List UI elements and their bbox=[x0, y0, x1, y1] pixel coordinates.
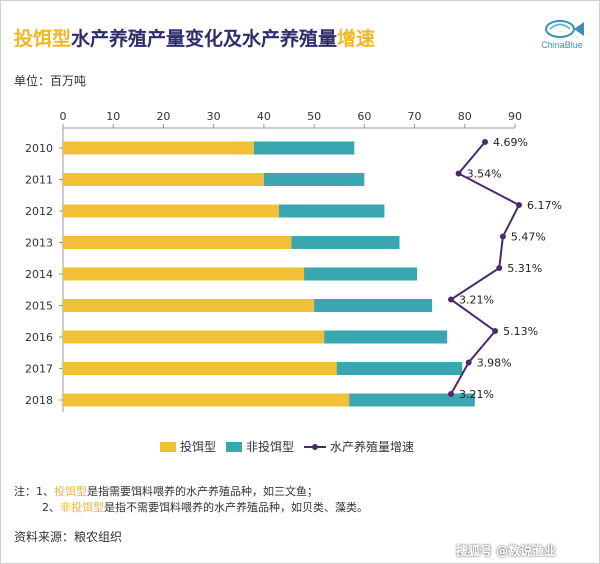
legend-item-growth: 水产养殖量增速 bbox=[304, 438, 414, 455]
title-highlight-1: 投饵型 bbox=[14, 28, 72, 50]
growth-point-2012 bbox=[516, 202, 522, 208]
x-tick-label-2: 20 bbox=[156, 110, 170, 123]
legend-swatch-feed bbox=[160, 441, 176, 452]
bar-feed-2018 bbox=[63, 393, 350, 407]
fish-logo-icon bbox=[545, 20, 584, 38]
x-tick-label-4: 40 bbox=[257, 110, 271, 123]
y-category-label-2: 2012 bbox=[25, 205, 53, 218]
footnote-2-prefix: 2、 bbox=[42, 501, 60, 514]
y-category-label-7: 2017 bbox=[25, 363, 53, 376]
bar-feed-2016 bbox=[63, 330, 325, 344]
legend: 投饵型 非投饵型 水产养殖量增速 bbox=[160, 438, 424, 455]
footnote-1-term: 投饵型 bbox=[54, 485, 87, 498]
y-category-label-8: 2018 bbox=[25, 394, 53, 407]
bar-nonfeed-2016 bbox=[324, 330, 448, 344]
growth-point-2013 bbox=[499, 233, 506, 240]
y-category-label-5: 2015 bbox=[25, 300, 53, 313]
bar-nonfeed-2013 bbox=[291, 236, 400, 249]
bar-nonfeed-2014 bbox=[304, 267, 418, 281]
growth-label-2016: 5.13% bbox=[503, 325, 538, 338]
chinablue-logo bbox=[538, 16, 588, 54]
title-middle: 水产养殖产量变化及水产养殖量 bbox=[71, 28, 338, 50]
bar-feed-2014 bbox=[63, 267, 305, 281]
footnote-1: 注：1、投饵型是指需要饵料喂养的水产养殖品种，如三文鱼； bbox=[14, 484, 368, 500]
bar-nonfeed-2010 bbox=[253, 141, 355, 155]
footnote-1-prefix: 注：1、 bbox=[14, 485, 54, 498]
bar-chart: 0 10 20 30 40 50 60 70 80 90 2010 2011 2012 2013 2014 2… bbox=[25, 110, 562, 412]
legend-item-feed: 投饵型 bbox=[160, 438, 216, 455]
legend-label-feed: 投饵型 bbox=[180, 440, 217, 454]
y-category-label-1: 2011 bbox=[25, 174, 53, 187]
source-note: 资料来源：粮农组织 bbox=[14, 530, 123, 544]
x-tick-label-7: 70 bbox=[408, 110, 422, 123]
growth-label-2017: 3.98% bbox=[477, 357, 512, 370]
footnotes: 注：1、投饵型是指需要饵料喂养的水产养殖品种，如三文鱼； 2、非投饵型是指不需要… bbox=[14, 484, 368, 516]
growth-point-2014 bbox=[496, 265, 503, 271]
bar-nonfeed-2012 bbox=[278, 204, 385, 218]
bar-feed-2012 bbox=[63, 204, 279, 218]
growth-label-2015: 3.21% bbox=[459, 294, 494, 307]
growth-point-2015 bbox=[448, 296, 454, 303]
growth-label-2011: 3.54% bbox=[467, 168, 502, 181]
bar-feed-2010 bbox=[63, 141, 254, 155]
growth-point-2017 bbox=[465, 359, 472, 366]
growth-point-2016 bbox=[492, 328, 499, 334]
y-category-label-3: 2013 bbox=[25, 237, 53, 250]
legend-swatch-nonfeed bbox=[226, 441, 243, 452]
watermark: 搜狐号 @数说渔业 bbox=[456, 544, 557, 558]
bar-nonfeed-2017 bbox=[336, 362, 463, 375]
growth-point-2010 bbox=[482, 139, 488, 145]
bar-feed-2013 bbox=[63, 236, 292, 249]
growth-label-2018: 3.21% bbox=[459, 388, 494, 401]
x-tick-label-5: 50 bbox=[307, 110, 321, 123]
x-tick-label-3: 30 bbox=[207, 110, 221, 123]
footnote-1-text: 是指需要饵料喂养的水产养殖品种，如三文鱼； bbox=[87, 485, 318, 498]
legend-label-growth: 水产养殖量增速 bbox=[330, 440, 415, 454]
x-tick-label-9: 90 bbox=[508, 110, 522, 123]
growth-point-2018 bbox=[448, 391, 454, 397]
x-tick-label-8: 80 bbox=[458, 110, 472, 123]
footnote-2: 2、非投饵型是指不需要饵料喂养的水产养殖品种，如贝类、藻类。 bbox=[14, 500, 368, 516]
growth-label-2014: 5.31% bbox=[507, 262, 542, 275]
bar-feed-2017 bbox=[63, 362, 337, 375]
bar-nonfeed-2011 bbox=[263, 173, 365, 186]
logo-text: ChinaBlue bbox=[541, 40, 583, 50]
legend-item-nonfeed: 非投饵型 bbox=[226, 438, 294, 455]
bar-feed-2015 bbox=[63, 299, 315, 312]
footnote-2-text: 是指不需要饵料喂养的水产养殖品种，如贝类、藻类。 bbox=[104, 501, 368, 514]
chart-title: 投饵型水产养殖产量变化及水产养殖量增速 bbox=[14, 24, 375, 51]
bar-nonfeed-2015 bbox=[314, 299, 433, 312]
footnote-2-term: 非投饵型 bbox=[60, 501, 104, 514]
x-tick-label-6: 60 bbox=[357, 110, 371, 123]
x-tick-label-0: 0 bbox=[60, 110, 67, 123]
y-category-label-4: 2014 bbox=[25, 268, 53, 281]
growth-point-2011 bbox=[455, 170, 462, 177]
growth-label-2012: 6.17% bbox=[527, 199, 562, 212]
bar-nonfeed-2018 bbox=[349, 393, 475, 407]
y-category-label-0: 2010 bbox=[25, 142, 53, 155]
legend-label-nonfeed: 非投饵型 bbox=[246, 440, 295, 454]
title-highlight-2: 增速 bbox=[337, 28, 376, 50]
bar-feed-2011 bbox=[63, 173, 264, 186]
y-category-label-6: 2016 bbox=[25, 331, 53, 344]
legend-swatch-growth bbox=[304, 442, 327, 452]
growth-label-2010: 4.69% bbox=[493, 136, 528, 149]
x-tick-label-1: 10 bbox=[106, 110, 120, 123]
growth-label-2013: 5.47% bbox=[511, 231, 546, 244]
unit-label: 单位：百万吨 bbox=[14, 74, 87, 88]
